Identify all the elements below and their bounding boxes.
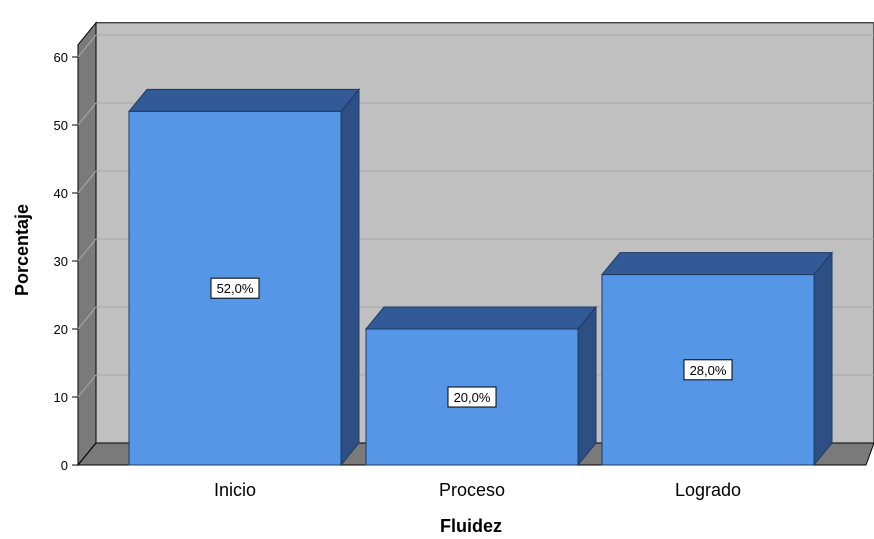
gridline-side (77, 34, 97, 58)
gridline-side (77, 306, 97, 330)
x-category-label: Proceso (439, 480, 505, 500)
gridline-side (77, 374, 97, 398)
bar-top (127, 88, 361, 112)
bar-side (813, 251, 833, 467)
plot-left-wall (77, 21, 97, 467)
bar-top (364, 306, 598, 330)
bar-side (340, 87, 360, 467)
data-label-box (210, 277, 260, 299)
bars: 52,0% 20,0% 28,0% (127, 87, 834, 467)
bar-side (577, 305, 597, 467)
y-tick-label: 30 (54, 254, 68, 269)
y-axis-title: Porcentaje (12, 204, 32, 296)
x-axis-category-labels: Inicio Proceso Logrado (214, 480, 741, 500)
data-label-box (447, 386, 497, 408)
y-tick-label: 40 (54, 186, 68, 201)
data-label: 20,0% (454, 390, 491, 405)
x-axis-title: Fluidez (440, 516, 502, 536)
data-label-box (683, 359, 733, 381)
y-axis-ticks: 0 10 20 30 40 50 60 (54, 50, 78, 473)
x-category-label: Inicio (214, 480, 256, 500)
bar-top (600, 252, 834, 276)
x-category-label: Logrado (675, 480, 741, 500)
y-tick-label: 0 (61, 458, 68, 473)
gridline-side (77, 102, 97, 126)
data-label: 52,0% (217, 281, 254, 296)
y-tick-label: 60 (54, 50, 68, 65)
gridline-side (77, 238, 97, 262)
y-tick-label: 20 (54, 322, 68, 337)
y-tick-label: 50 (54, 118, 68, 133)
bar-proceso: 20,0% (364, 305, 598, 467)
y-tick-label: 10 (54, 390, 68, 405)
gridline-side (77, 170, 97, 194)
bar-inicio: 52,0% (127, 87, 361, 467)
bar-logrado: 28,0% (600, 251, 834, 467)
data-label: 28,0% (690, 363, 727, 378)
